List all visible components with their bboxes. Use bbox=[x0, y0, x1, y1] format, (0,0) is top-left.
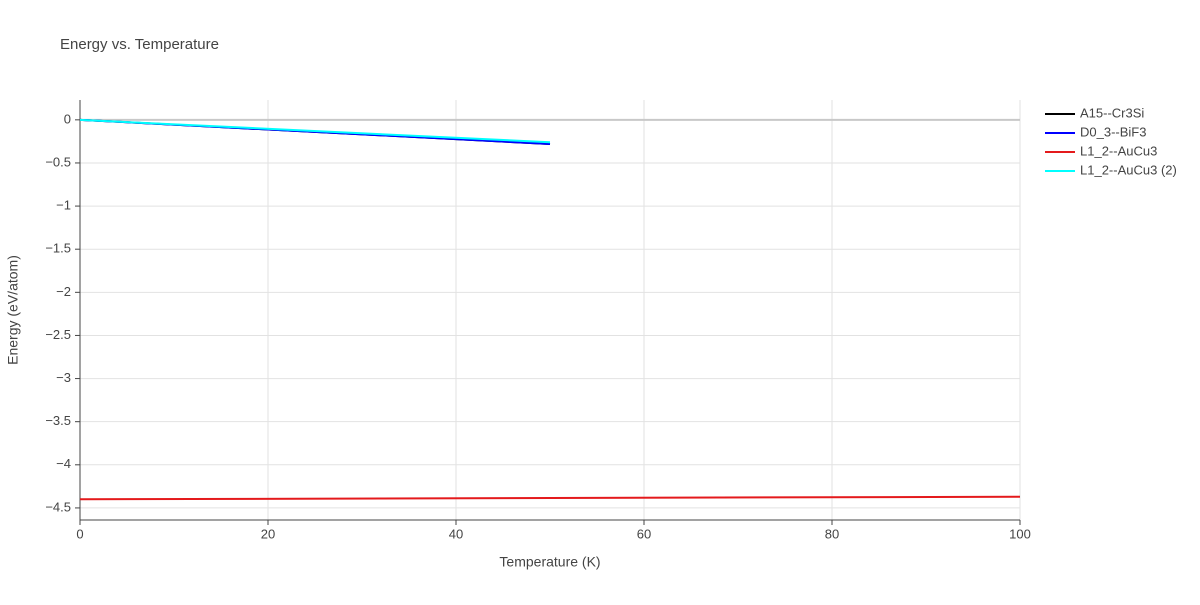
y-tick-label: −0.5 bbox=[45, 154, 71, 169]
y-tick-label: −3.5 bbox=[45, 413, 71, 428]
x-axis-label: Temperature (K) bbox=[499, 554, 600, 570]
y-tick-label: −1.5 bbox=[45, 241, 71, 256]
y-axis-label: Energy (eV/atom) bbox=[5, 255, 21, 365]
y-tick-label: 0 bbox=[64, 111, 71, 126]
y-tick-label: −3 bbox=[56, 370, 71, 385]
y-tick-label: −4.5 bbox=[45, 499, 71, 514]
x-tick-label: 0 bbox=[76, 526, 83, 541]
x-tick-label: 20 bbox=[261, 526, 275, 541]
y-tick-label: −2 bbox=[56, 284, 71, 299]
x-tick-label: 80 bbox=[825, 526, 839, 541]
x-tick-label: 60 bbox=[637, 526, 651, 541]
legend-label: A15--Cr3Si bbox=[1080, 105, 1144, 120]
series-line bbox=[79, 118, 551, 144]
legend-label: D0_3--BiF3 bbox=[1080, 124, 1146, 139]
series-line bbox=[79, 495, 1021, 501]
chart-title: Energy vs. Temperature bbox=[60, 36, 219, 53]
y-tick-label: −4 bbox=[56, 456, 71, 471]
legend-label: L1_2--AuCu3 (2) bbox=[1080, 162, 1177, 177]
y-tick-label: −2.5 bbox=[45, 327, 71, 342]
x-tick-label: 40 bbox=[449, 526, 463, 541]
x-tick-label: 100 bbox=[1009, 526, 1031, 541]
y-tick-label: −1 bbox=[56, 198, 71, 213]
legend-label: L1_2--AuCu3 bbox=[1080, 143, 1157, 158]
